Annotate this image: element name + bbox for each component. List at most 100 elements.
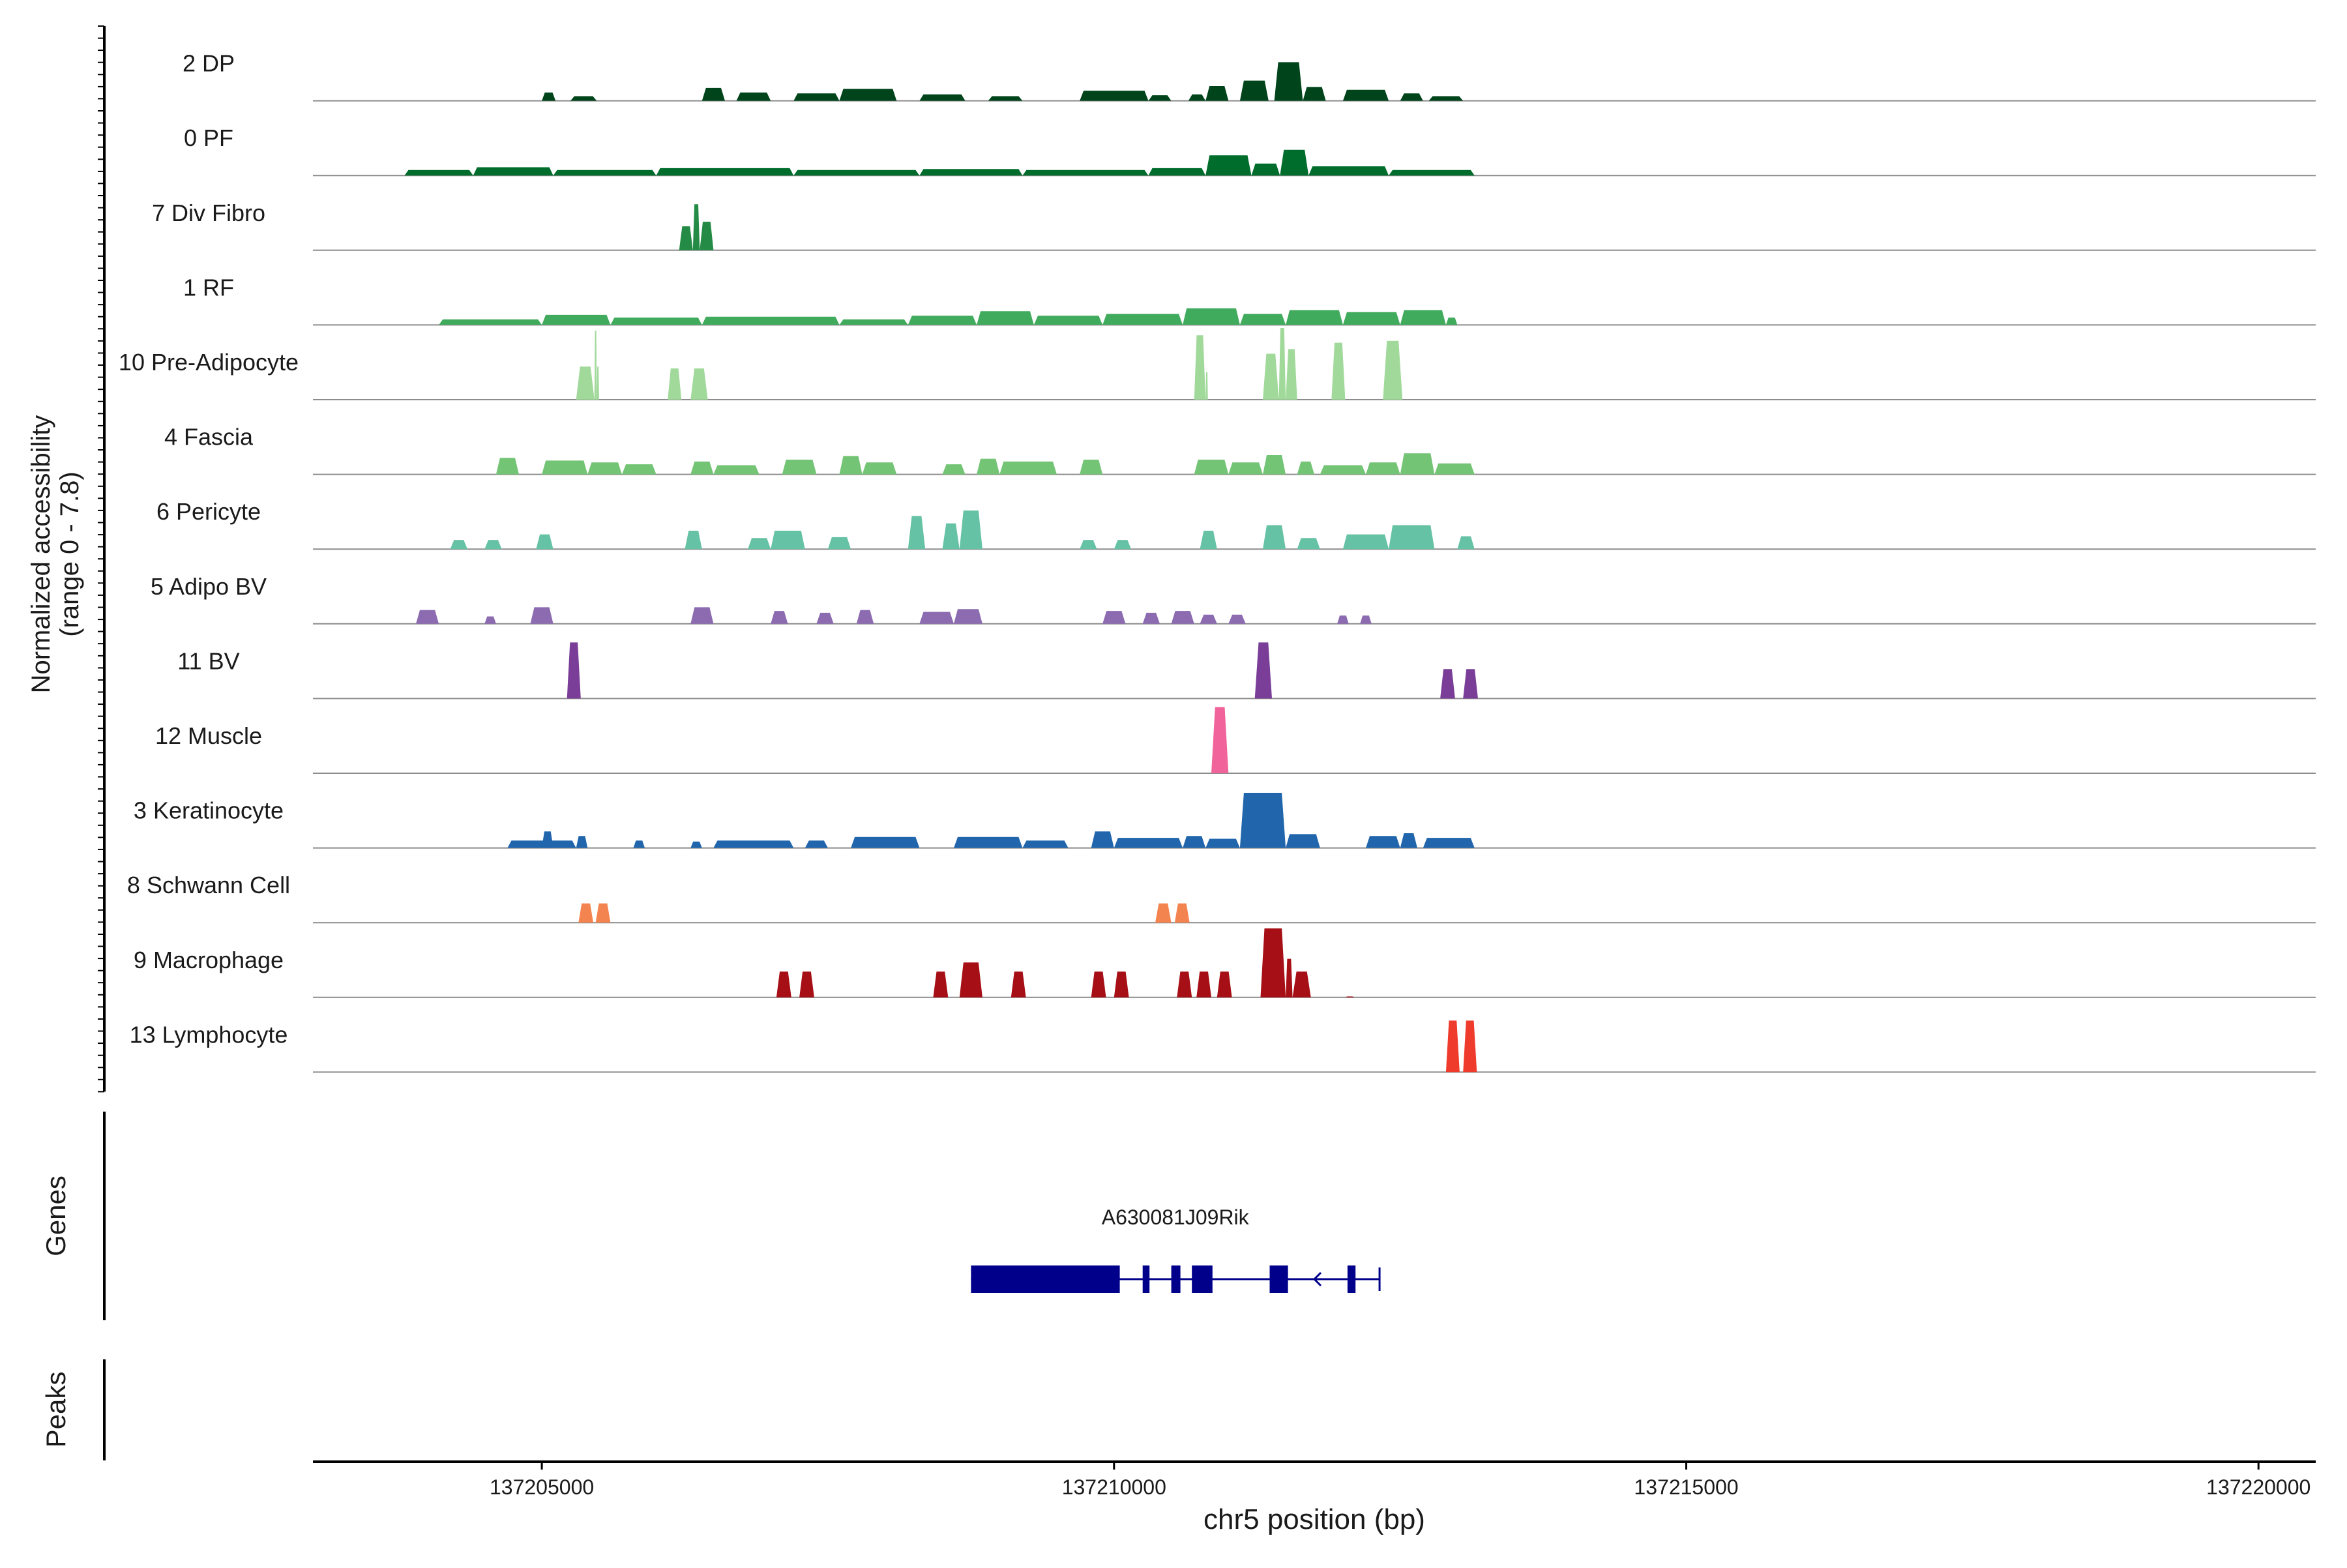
coverage-peak — [1286, 349, 1297, 400]
coverage-peak — [495, 458, 519, 475]
coverage-tracks: 2 DP 0 PF 7 Div Fibro 1 RF 10 Pre-Adipocyte 4… — [119, 50, 2316, 1073]
track-8: 11 BV — [177, 642, 2316, 700]
coverage-peak — [1080, 540, 1097, 550]
coverage-peak — [1183, 308, 1240, 325]
track-label: 6 Pericyte — [156, 498, 261, 525]
x-axis-label: chr5 position (bp) — [1203, 1503, 1425, 1535]
coverage-peak — [656, 168, 794, 176]
coverage-peak — [1200, 614, 1217, 624]
y-axis-label-line-1: Normalized accessibility — [27, 415, 55, 694]
coverage-peak — [597, 366, 599, 400]
coverage-peak — [542, 314, 611, 325]
coverage-peak — [692, 204, 700, 250]
gene-exon — [1142, 1265, 1150, 1293]
x-tick-label: 137220000 — [2206, 1475, 2310, 1499]
coverage-peak — [1228, 614, 1246, 624]
track-label: 7 Div Fibro — [152, 200, 265, 226]
coverage-peak — [700, 222, 714, 250]
coverage-peak — [542, 831, 554, 848]
coverage-peak — [1205, 372, 1208, 400]
coverage-peak — [862, 462, 897, 475]
track-label: 8 Schwann Cell — [127, 872, 290, 898]
coverage-peak — [690, 368, 708, 400]
coverage-peak — [1263, 455, 1286, 475]
x-tick-label: 137215000 — [1634, 1475, 1738, 1499]
track-9: 12 Muscle — [155, 707, 2316, 774]
coverage-peak — [1286, 310, 1343, 325]
coverage-peak — [542, 460, 588, 475]
coverage-peak — [701, 316, 840, 325]
gene-exon — [1269, 1265, 1288, 1293]
x-tick-label: 137210000 — [1062, 1475, 1166, 1499]
coverage-peak — [1457, 536, 1475, 550]
coverage-peak — [1423, 838, 1475, 848]
track-12: 9 Macrophage — [134, 928, 2316, 998]
coverage-peak — [1342, 534, 1389, 550]
track-1: 0 PF — [184, 125, 2316, 177]
coverage-peak — [954, 609, 982, 624]
track-13: 13 Lymphocyte — [130, 1020, 2316, 1073]
coverage-peak — [484, 616, 496, 624]
coverage-peak — [1205, 155, 1252, 176]
coverage-peak — [1278, 328, 1286, 400]
coverage-peak — [1434, 463, 1475, 475]
coverage-peak — [1102, 611, 1126, 624]
coverage-peak — [576, 836, 588, 848]
genes-panel: Genes A630081J09Rik — [40, 1112, 1381, 1320]
coverage-peak — [633, 840, 645, 848]
coverage-peak — [804, 840, 828, 848]
coverage-peak — [1292, 971, 1311, 998]
coverage-peak — [1171, 611, 1194, 624]
x-axis: 137205000 137210000 137215000 137220000 — [313, 1460, 2316, 1499]
coverage-peak — [1177, 971, 1192, 998]
track-6: 6 Pericyte — [156, 498, 2316, 550]
coverage-peak — [954, 836, 1023, 848]
track-11: 8 Schwann Cell — [127, 872, 2316, 924]
coverage-peak — [473, 167, 554, 176]
coverage-peak — [908, 516, 926, 550]
y-axis-label-line-2: (range 0 - 7.8) — [55, 471, 84, 636]
coverage-peak — [1114, 540, 1132, 550]
coverage-peak — [799, 971, 814, 998]
coverage-peak — [1239, 80, 1269, 101]
coverage-peak — [587, 462, 622, 475]
coverage-peak — [1011, 971, 1026, 998]
coverage-peak — [576, 366, 595, 400]
coverage-peak — [1033, 316, 1103, 325]
track-label: 9 Macrophage — [134, 947, 284, 973]
coverage-peak — [839, 89, 897, 101]
coverage-peak — [1345, 996, 1355, 998]
coverage-peak — [1194, 460, 1229, 475]
track-label: 13 Lymphocyte — [130, 1021, 288, 1048]
coverage-peak — [595, 903, 611, 923]
gene-exon — [1347, 1265, 1356, 1293]
track-3: 1 RF — [183, 274, 2316, 326]
coverage-peak — [578, 903, 594, 923]
coverage-peak — [1114, 971, 1129, 998]
coverage-peak — [1383, 340, 1403, 400]
coverage-peak — [1274, 62, 1303, 101]
coverage-peak — [1263, 353, 1279, 400]
coverage-peak — [450, 540, 467, 550]
coverage-peak — [782, 460, 817, 475]
gene-name: A630081J09Rik — [1102, 1206, 1250, 1229]
coverage-peak — [536, 534, 554, 550]
coverage-peak — [1297, 461, 1314, 475]
coverage-peak — [622, 464, 657, 475]
coverage-peak — [1155, 903, 1172, 923]
coverage-peak — [959, 962, 982, 998]
coverage-peak — [776, 971, 791, 998]
track-10: 3 Keratinocyte — [134, 793, 2316, 849]
coverage-peak — [713, 840, 794, 848]
track-label: 12 Muscle — [155, 722, 262, 749]
coverage-peak — [1200, 531, 1217, 550]
coverage-peak — [977, 458, 1000, 475]
coverage-peak — [988, 96, 1023, 101]
track-label: 0 PF — [184, 125, 233, 151]
track-label: 2 DP — [183, 50, 235, 77]
gene-exon — [1192, 1265, 1213, 1293]
coverage-peak — [1308, 166, 1389, 176]
coverage-peak — [1239, 793, 1286, 848]
coverage-peak — [816, 612, 834, 624]
